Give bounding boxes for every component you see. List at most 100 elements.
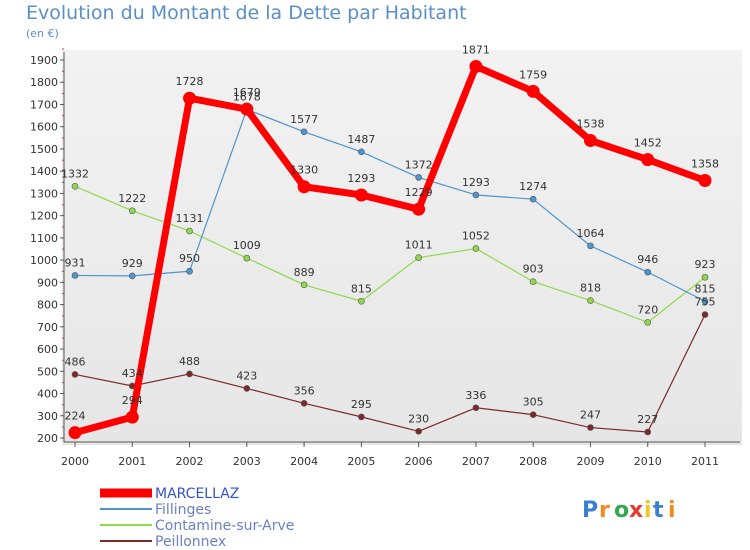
data-label: 1372: [405, 158, 433, 171]
x-tick-label: 2008: [519, 455, 547, 468]
y-tick-label: 900: [37, 276, 58, 289]
data-label: 815: [351, 282, 372, 295]
data-point: [186, 370, 193, 378]
data-point: [472, 191, 480, 199]
data-label: 294: [122, 394, 143, 407]
plot-background: [62, 50, 742, 445]
data-point: [354, 188, 368, 202]
data-label: 946: [637, 253, 658, 266]
data-point: [415, 254, 422, 261]
data-point: [243, 254, 251, 262]
data-point: [701, 273, 709, 281]
data-point: [71, 371, 79, 378]
data-label: 923: [695, 258, 716, 271]
x-tick-label: 2002: [176, 455, 204, 468]
data-point: [526, 84, 540, 98]
y-tick-label: 700: [37, 321, 58, 334]
y-tick-label: 1400: [30, 165, 58, 178]
y-tick-label: 600: [37, 343, 58, 356]
data-point: [183, 91, 197, 105]
legend-label: MARCELLAZ: [155, 486, 239, 502]
data-point: [240, 102, 254, 116]
data-point: [698, 174, 712, 188]
data-point: [415, 428, 422, 435]
y-tick-label: 1100: [30, 232, 58, 245]
x-tick-label: 2003: [233, 455, 261, 468]
data-label: 1011: [405, 239, 433, 252]
logo-letter: t: [653, 498, 664, 523]
data-point: [300, 128, 308, 136]
data-label: 1229: [405, 186, 433, 199]
data-label: 815: [695, 282, 716, 295]
data-point: [701, 297, 709, 305]
data-label: 356: [294, 384, 315, 397]
data-label: 950: [179, 252, 200, 265]
y-tick-label: 1700: [30, 98, 58, 111]
data-point: [469, 59, 483, 73]
logo-letter: P: [582, 498, 598, 523]
data-label: 488: [179, 355, 200, 368]
data-label: 247: [580, 409, 601, 422]
data-label: 1064: [576, 227, 604, 240]
data-label: 1330: [290, 164, 318, 177]
data-label: 1293: [462, 176, 490, 189]
data-point: [128, 272, 136, 280]
data-point: [358, 148, 365, 156]
data-point: [243, 385, 251, 392]
chart-title: Evolution du Montant de la Dette par Hab…: [26, 2, 467, 24]
x-tick-label: 2005: [347, 455, 375, 468]
data-label: 1871: [462, 43, 490, 56]
legend-label: Contamine-sur-Arve: [155, 518, 294, 534]
data-label: 755: [695, 296, 716, 309]
data-label: 423: [236, 369, 257, 382]
data-point: [583, 133, 597, 147]
data-point: [358, 297, 365, 305]
y-tick-label: 1500: [30, 143, 58, 156]
data-point: [644, 428, 652, 436]
data-point: [128, 207, 136, 215]
data-point: [125, 410, 139, 424]
data-label: 1332: [61, 167, 89, 180]
x-tick-label: 2006: [405, 455, 433, 468]
y-tick-label: 800: [37, 299, 58, 312]
series-line-marcellaz: [74, 62, 707, 437]
data-label: 295: [351, 398, 372, 411]
y-tick-label: 400: [37, 388, 58, 401]
x-tick-label: 2004: [290, 455, 318, 468]
data-label: 903: [523, 263, 544, 276]
legend-label: Peillonnex: [155, 534, 226, 550]
y-tick-label: 1300: [30, 187, 58, 200]
data-point: [701, 311, 709, 318]
logo-letter: r: [599, 498, 610, 523]
series-line-peillonnex: [74, 314, 706, 433]
y-tick-label: 1200: [30, 210, 58, 223]
data-point: [186, 267, 193, 275]
x-tick-label: 2000: [61, 455, 89, 468]
data-point: [641, 153, 655, 167]
data-point: [472, 404, 480, 412]
data-point: [587, 242, 594, 250]
y-tick-label: 1000: [30, 254, 58, 267]
chart-subtitle: (en €): [26, 27, 59, 40]
data-point: [415, 174, 422, 181]
logo-letter: i: [668, 498, 676, 523]
data-label: 434: [122, 367, 143, 380]
y-tick-label: 1600: [30, 121, 58, 134]
series-line-fillinges: [74, 108, 706, 302]
series-line-contamine-sur-arve: [74, 185, 706, 323]
logo-letter: i: [644, 498, 652, 523]
data-label: 1358: [691, 158, 719, 171]
x-tick-label: 2009: [576, 455, 604, 468]
data-label: 1131: [176, 212, 204, 225]
y-tick-label: 1800: [30, 76, 58, 89]
logo-letter: x: [629, 498, 643, 523]
logo-letter: o: [614, 498, 629, 523]
x-tick-label: 2001: [118, 455, 146, 468]
data-point: [529, 278, 537, 285]
data-point: [587, 297, 594, 304]
data-point: [644, 268, 652, 276]
data-label: 720: [637, 303, 658, 316]
data-point: [529, 195, 537, 203]
data-label: 1759: [519, 68, 547, 81]
